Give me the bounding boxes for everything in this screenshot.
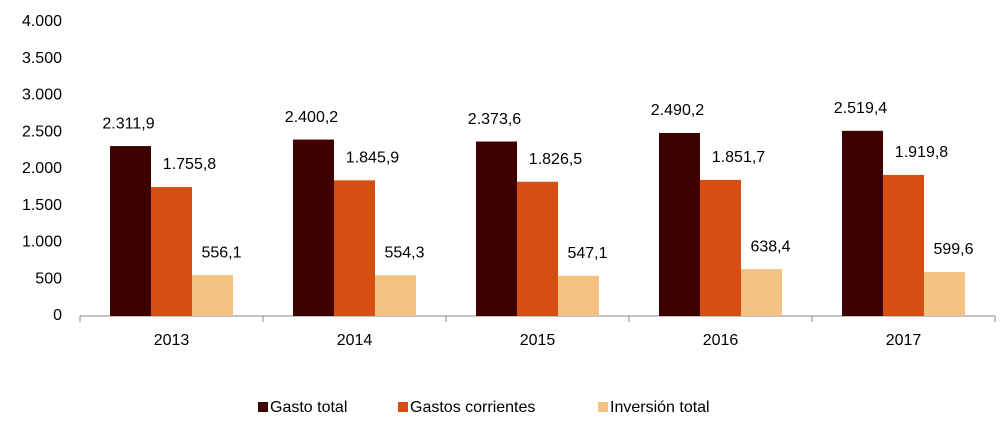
value-label: 554,3 xyxy=(384,244,424,261)
value-label: 1.851,7 xyxy=(712,149,765,166)
value-label: 2.490,2 xyxy=(651,102,704,119)
value-label: 556,1 xyxy=(201,244,241,261)
y-tick-label: 3.500 xyxy=(22,50,62,67)
y-tick-label: 2.500 xyxy=(22,123,62,140)
y-tick-label: 0 xyxy=(53,307,62,324)
bar xyxy=(700,179,741,316)
y-tick-label: 500 xyxy=(35,270,62,287)
bar xyxy=(192,275,233,316)
value-label: 2.400,2 xyxy=(285,109,338,126)
x-tick-label: 2017 xyxy=(886,332,922,349)
bar xyxy=(924,271,965,316)
x-tick-label: 2014 xyxy=(337,332,373,349)
value-label: 1.826,5 xyxy=(529,151,582,168)
bar xyxy=(476,141,517,316)
bar xyxy=(293,139,334,316)
y-tick-label: 1.000 xyxy=(22,234,62,251)
bar xyxy=(558,275,599,316)
y-tick-label: 1.500 xyxy=(22,197,62,214)
x-tick-label: 2016 xyxy=(703,332,739,349)
bar xyxy=(151,186,192,316)
bar xyxy=(659,132,700,316)
value-label: 547,1 xyxy=(567,245,607,262)
bar xyxy=(375,275,416,316)
legend-label: Inversión total xyxy=(610,399,710,416)
bar xyxy=(883,174,924,316)
value-label: 2.519,4 xyxy=(834,100,887,117)
value-label: 1.845,9 xyxy=(346,150,399,167)
bar xyxy=(517,181,558,316)
value-label: 1.919,8 xyxy=(895,144,948,161)
bar xyxy=(842,130,883,316)
bar xyxy=(334,180,375,316)
y-tick-label: 4.000 xyxy=(22,13,62,30)
value-label: 599,6 xyxy=(933,241,973,258)
value-label: 2.311,9 xyxy=(102,115,154,132)
legend-label: Gastos corrientes xyxy=(410,399,535,416)
value-label: 2.373,6 xyxy=(468,111,521,128)
y-tick-label: 2.000 xyxy=(22,160,62,177)
bar xyxy=(110,146,151,316)
value-label: 1.755,8 xyxy=(163,156,216,173)
legend-swatch xyxy=(398,402,408,412)
legend-label: Gasto total xyxy=(270,399,347,416)
x-tick-label: 2015 xyxy=(520,332,556,349)
legend-swatch xyxy=(258,402,268,412)
y-tick-label: 3.000 xyxy=(22,87,62,104)
legend-swatch xyxy=(598,402,608,412)
bar xyxy=(741,269,782,316)
x-tick-label: 2013 xyxy=(154,332,190,349)
value-label: 638,4 xyxy=(750,238,790,255)
